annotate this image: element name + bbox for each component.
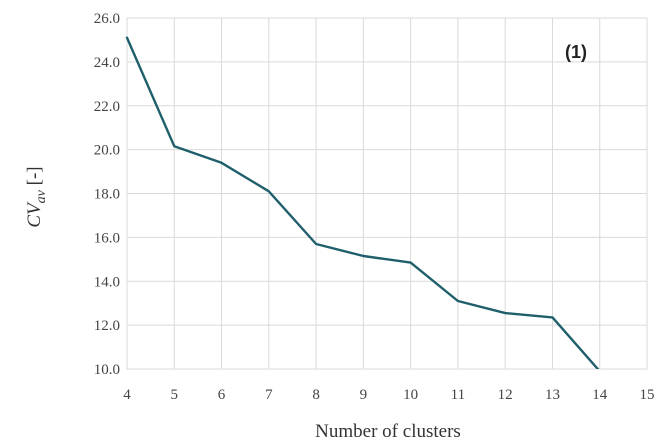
x-tick-label: 15 bbox=[640, 387, 655, 403]
y-tick-label: 20.0 bbox=[94, 143, 120, 159]
y-axis-title-main: CV bbox=[24, 201, 45, 228]
x-tick-label: 9 bbox=[360, 387, 368, 403]
y-tick-label: 24.0 bbox=[94, 55, 120, 71]
x-axis-title: Number of clusters bbox=[315, 421, 461, 442]
x-tick-label: 5 bbox=[171, 387, 179, 403]
y-tick-label: 16.0 bbox=[94, 230, 120, 246]
x-tick-label: 11 bbox=[451, 387, 465, 403]
x-tick-label: 6 bbox=[218, 387, 226, 403]
y-tick-label: 14.0 bbox=[94, 274, 120, 290]
x-tick-label: 12 bbox=[498, 387, 513, 403]
y-tick-label: 26.0 bbox=[94, 11, 120, 27]
y-tick-label: 22.0 bbox=[94, 99, 120, 115]
x-tick-label: 10 bbox=[403, 387, 418, 403]
y-axis-title: CVav [-] bbox=[24, 166, 49, 227]
x-tick-label: 4 bbox=[123, 387, 131, 403]
y-axis-title-subscript: av bbox=[34, 189, 49, 203]
series-layer bbox=[125, 36, 600, 369]
y-tick-label: 12.0 bbox=[94, 318, 120, 334]
y-tick-labels: 10.0 12.0 14.0 16.0 18.0 20.0 22.0 24.0 26.0 bbox=[94, 11, 120, 378]
panel-label: (1) bbox=[565, 42, 587, 62]
series-line bbox=[125, 36, 600, 369]
x-tick-label: 8 bbox=[312, 387, 320, 403]
gridlines bbox=[126, 17, 648, 370]
x-tick-labels: 4 5 6 7 8 9 10 11 12 13 14 15 bbox=[123, 387, 654, 403]
x-tick-label: 14 bbox=[592, 387, 608, 403]
x-tick-label: 13 bbox=[545, 387, 560, 403]
y-axis-title-unit: [-] bbox=[24, 166, 45, 190]
y-tick-label: 18.0 bbox=[94, 187, 120, 203]
y-tick-label: 10.0 bbox=[94, 362, 120, 378]
x-tick-label: 7 bbox=[265, 387, 273, 403]
